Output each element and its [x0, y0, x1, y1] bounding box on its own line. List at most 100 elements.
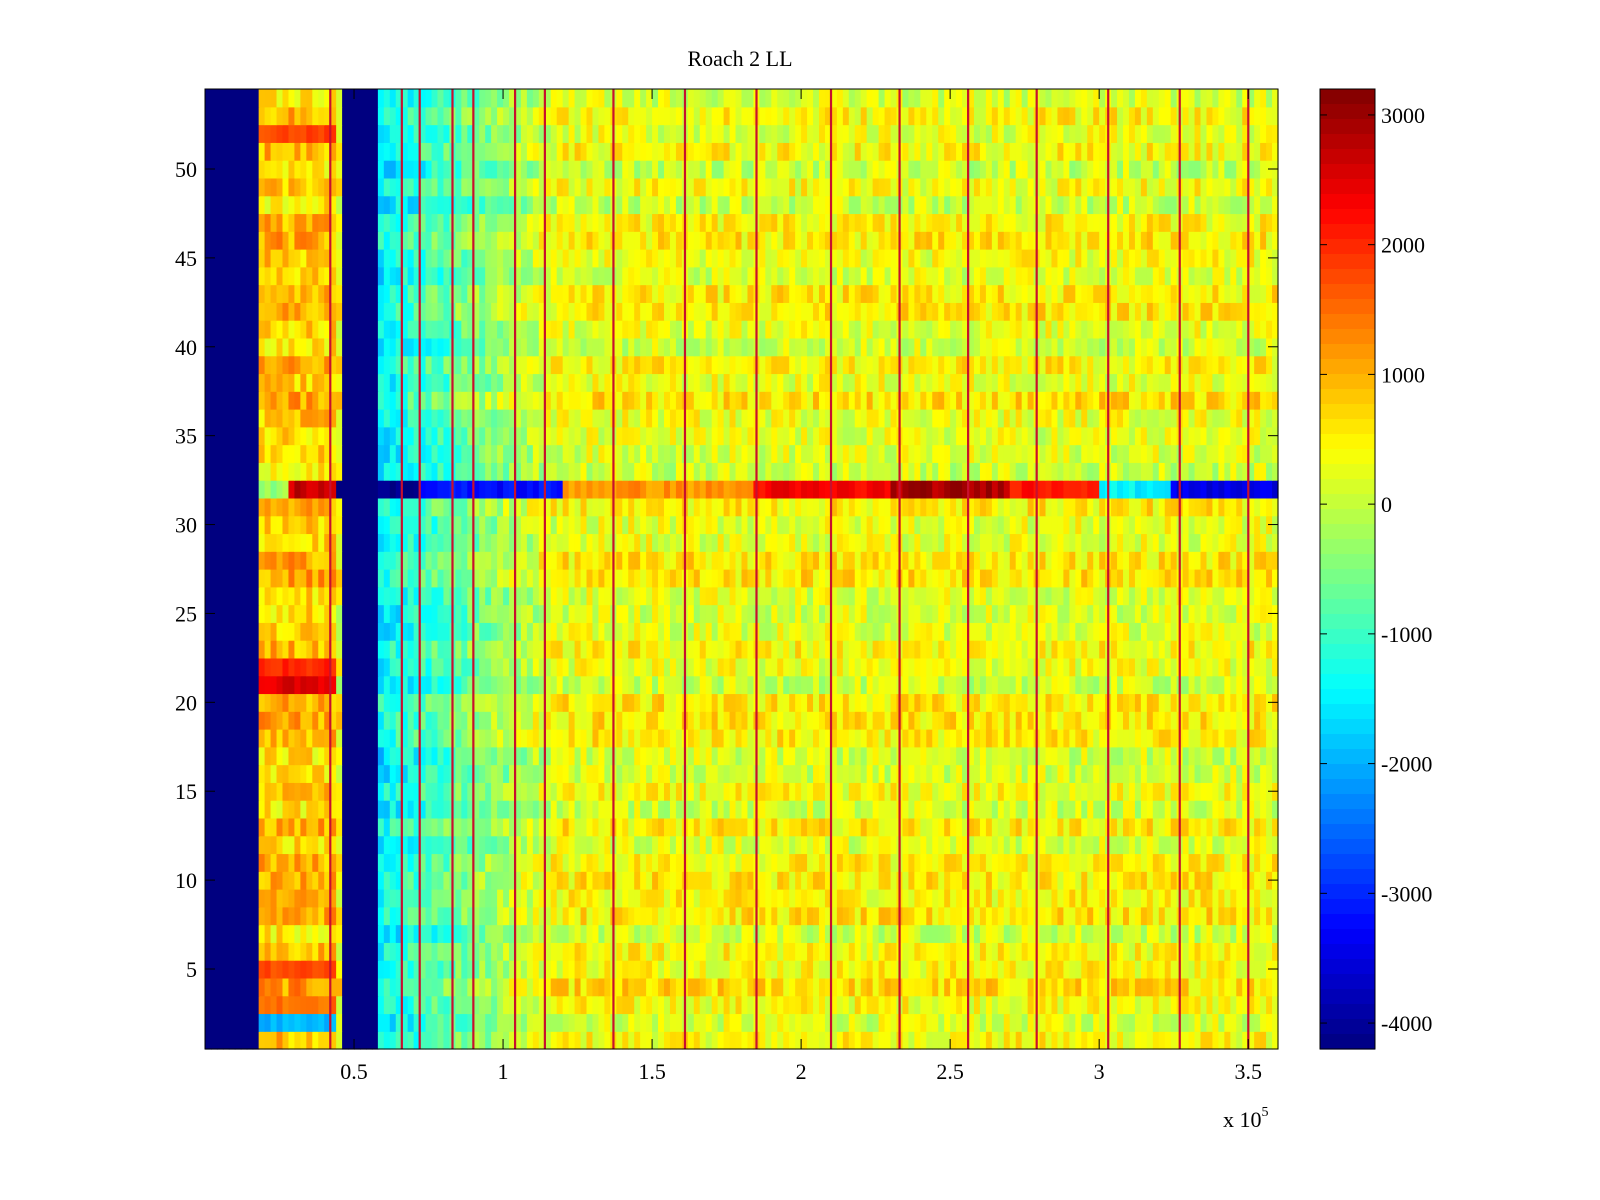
heatmap-cell — [1069, 960, 1076, 979]
heatmap-cell — [991, 604, 999, 623]
heatmap-cell — [1009, 640, 1017, 659]
heatmap-cell — [884, 729, 892, 748]
heatmap-cell — [485, 675, 492, 695]
heatmap-cell — [1039, 800, 1047, 819]
heatmap-cell — [968, 604, 975, 623]
heatmap-cell — [306, 977, 313, 997]
heatmap-cell — [336, 693, 343, 712]
heatmap-cell — [246, 1013, 254, 1032]
heatmap-cell — [574, 729, 582, 748]
heatmap-cell — [264, 960, 272, 979]
heatmap-cell — [938, 977, 945, 997]
heatmap-cell — [675, 711, 683, 730]
heatmap-cell — [765, 640, 772, 659]
heatmap-cell — [282, 693, 290, 712]
heatmap-cell — [270, 817, 278, 837]
heatmap-cell — [1218, 569, 1225, 588]
heatmap-cell — [628, 729, 635, 748]
heatmap-cell — [878, 835, 886, 855]
heatmap-cell — [1188, 693, 1196, 712]
heatmap-cell — [497, 711, 504, 730]
heatmap-cell — [550, 800, 558, 819]
heatmap-cell — [693, 729, 701, 748]
heatmap-cell — [1248, 711, 1255, 730]
heatmap-cell — [836, 889, 844, 908]
heatmap-cell — [646, 782, 653, 801]
heatmap-cell — [306, 853, 313, 872]
heatmap-cell — [1027, 835, 1035, 855]
heatmap-cell — [973, 889, 981, 908]
heatmap-cell — [538, 764, 546, 783]
heatmap-cell — [1063, 977, 1070, 997]
heatmap-cell — [795, 871, 802, 890]
heatmap-cell — [479, 675, 486, 695]
heatmap-cell — [1158, 711, 1166, 730]
heatmap-cell — [765, 1031, 772, 1050]
heatmap-cell — [973, 942, 981, 961]
heatmap-cell — [824, 586, 832, 606]
heatmap-cell — [878, 853, 886, 872]
heatmap-cell — [246, 746, 254, 766]
heatmap-cell — [765, 622, 772, 641]
heatmap-cell — [258, 1031, 266, 1050]
heatmap-cell — [455, 657, 462, 677]
heatmap-cell — [1021, 800, 1029, 819]
heatmap-cell — [556, 551, 564, 570]
heatmap-cell — [824, 1013, 832, 1032]
heatmap-cell — [1152, 942, 1160, 961]
heatmap-cell — [1248, 586, 1255, 606]
heatmap-cell — [312, 640, 319, 659]
heatmap-cell — [354, 906, 361, 926]
heatmap-cell — [258, 551, 266, 570]
heatmap-cell — [687, 746, 695, 766]
heatmap-cell — [258, 960, 266, 979]
heatmap-cell — [962, 764, 969, 783]
heatmap-cell — [234, 960, 242, 979]
heatmap-cell — [890, 960, 898, 979]
heatmap-cell — [473, 729, 480, 748]
heatmap-cell — [836, 853, 844, 872]
heatmap-cell — [503, 746, 510, 766]
heatmap-cell — [455, 551, 462, 570]
heatmap-cell — [1254, 995, 1261, 1015]
heatmap-cell — [908, 817, 915, 837]
heatmap-cell — [228, 657, 236, 677]
heatmap-cell — [1063, 889, 1070, 908]
heatmap-cell — [1248, 871, 1255, 890]
heatmap-cell — [1093, 1031, 1100, 1050]
heatmap-cell — [443, 906, 450, 926]
heatmap-cell — [300, 551, 307, 570]
heatmap-cell — [616, 729, 623, 748]
heatmap-cell — [932, 871, 939, 890]
heatmap-cell — [205, 764, 212, 783]
heatmap-cell — [228, 942, 236, 961]
heatmap-cell — [1099, 622, 1106, 641]
heatmap-cell — [789, 942, 796, 961]
heatmap-cell — [914, 764, 921, 783]
heatmap-cell — [1260, 746, 1267, 766]
heatmap-cell — [1230, 1013, 1237, 1032]
heatmap-cell — [383, 569, 391, 588]
heatmap-cell — [580, 853, 588, 872]
heatmap-cell — [419, 586, 427, 606]
heatmap-cell — [294, 817, 301, 837]
heatmap-cell — [467, 675, 474, 695]
heatmap-cell — [210, 1031, 218, 1050]
heatmap-cell — [592, 764, 600, 783]
heatmap-cell — [824, 995, 832, 1015]
heatmap-cell — [878, 657, 886, 677]
heatmap-cell — [968, 675, 975, 695]
heatmap-cell — [252, 569, 260, 588]
heatmap-cell — [520, 693, 528, 712]
heatmap-cell — [538, 995, 546, 1015]
heatmap-cell — [735, 889, 743, 908]
heatmap-cell — [646, 657, 653, 677]
heatmap-cell — [729, 604, 737, 623]
heatmap-cell — [1015, 1013, 1023, 1032]
heatmap-cell — [640, 942, 647, 961]
heatmap-cell — [1117, 817, 1124, 837]
heatmap-cell — [830, 942, 838, 961]
heatmap-cell — [431, 835, 439, 855]
heatmap-cell — [509, 729, 516, 748]
heatmap-cell — [1230, 871, 1237, 890]
